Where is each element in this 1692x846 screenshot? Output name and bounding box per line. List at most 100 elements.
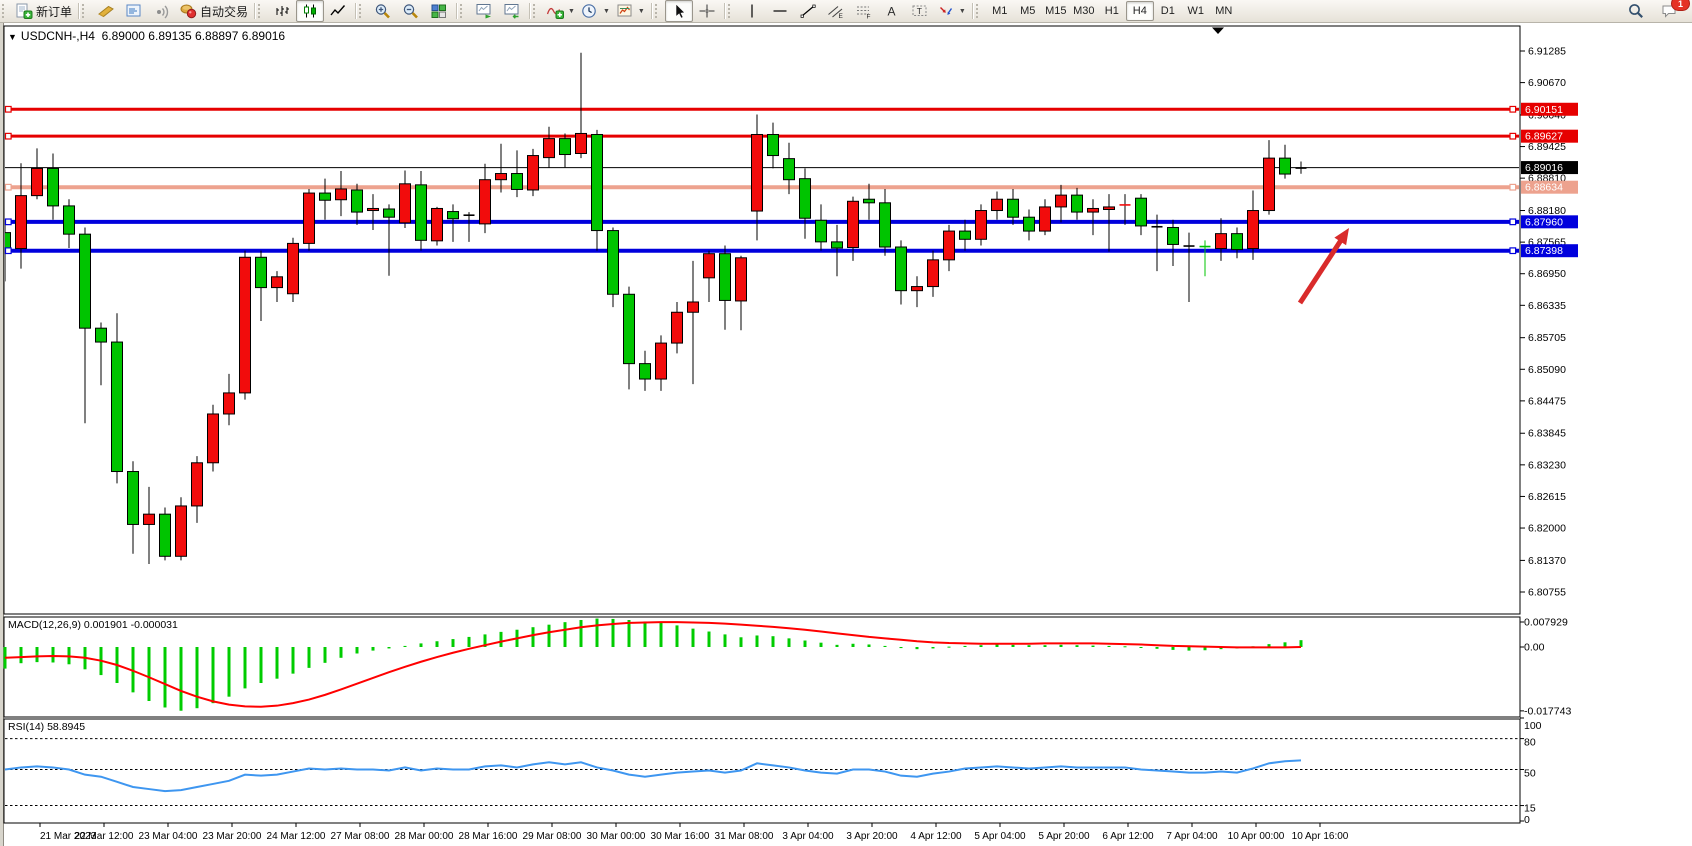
chevron-down-icon[interactable]: ▼	[637, 7, 645, 15]
timeframe-m30-button[interactable]: M30	[1073, 5, 1095, 17]
candle	[1199, 240, 1211, 277]
timeframe-h4-button[interactable]: H4	[1125, 1, 1154, 21]
periods-button[interactable]: ▼	[578, 0, 613, 22]
hline-handle[interactable]	[4, 183, 12, 191]
chart-shift-marker[interactable]	[1212, 27, 1224, 35]
zoom-out-button[interactable]	[397, 0, 425, 22]
timeframe-d1-button[interactable]: D1	[1160, 5, 1175, 17]
candle	[335, 170, 347, 217]
hline-handle[interactable]	[4, 132, 12, 140]
timeframe-h1-button[interactable]: H1	[1104, 5, 1119, 17]
macd-signal-line	[4, 621, 1302, 708]
market-depth-button[interactable]	[120, 0, 148, 22]
candle	[15, 163, 27, 269]
timeframe-mn-button[interactable]: MN	[1215, 5, 1233, 17]
notifications-button[interactable]: 1	[1656, 0, 1690, 22]
templates-button[interactable]: ▼	[613, 0, 648, 22]
hline-handle[interactable]	[1509, 218, 1517, 226]
macd-histogram-bar	[179, 647, 183, 711]
candle	[1151, 214, 1163, 272]
fibonacci-button[interactable]: F	[850, 0, 878, 22]
tile-windows-button[interactable]	[425, 0, 453, 22]
hline-handle[interactable]	[1509, 132, 1517, 140]
hline-handle[interactable]	[4, 105, 12, 113]
search-button[interactable]	[1622, 0, 1650, 22]
candle	[831, 224, 843, 277]
price-tick: 6.88180	[1528, 205, 1566, 217]
new-order-button[interactable]: 新订单	[12, 0, 75, 22]
toolbar-grip[interactable]	[975, 4, 982, 18]
hline-handle[interactable]	[1509, 183, 1517, 191]
candle	[847, 196, 859, 261]
styler-button[interactable]	[92, 0, 120, 22]
hline-handle[interactable]	[4, 247, 12, 255]
time-tick: 30 Mar 00:00	[587, 831, 646, 842]
candlestick-button[interactable]	[296, 0, 325, 22]
candle	[575, 52, 587, 159]
chart-header: ▼ USDCNH-,H4 6.89000 6.89135 6.88897 6.89…	[8, 29, 285, 43]
equidistant-channel-button[interactable]: E	[822, 0, 850, 22]
macd-histogram-bar	[419, 643, 423, 647]
toolbar-grip[interactable]	[460, 4, 466, 18]
chevron-down-icon[interactable]: ▼	[602, 7, 610, 15]
macd-histogram-bar	[371, 647, 375, 651]
candle	[879, 188, 891, 256]
timeframe-m1-button[interactable]: M1	[992, 5, 1008, 17]
price-tag	[1521, 180, 1578, 194]
macd-histogram-bar	[1107, 645, 1111, 647]
candle	[591, 129, 603, 251]
vertical-line-button[interactable]	[738, 0, 766, 22]
macd-histogram-bar	[611, 618, 615, 647]
trendline-button[interactable]	[794, 0, 822, 22]
macd-histogram-bar	[291, 647, 295, 674]
macd-histogram-bar	[675, 625, 679, 647]
text-button[interactable]: A	[878, 0, 906, 22]
arrows-button[interactable]: ▼	[934, 0, 969, 22]
macd-histogram-bar	[259, 647, 263, 683]
candle	[303, 188, 315, 251]
horizontal-line-button[interactable]	[766, 0, 794, 22]
crosshair-button[interactable]	[693, 0, 721, 22]
chart-shift-button[interactable]	[498, 0, 526, 22]
bar-chart-button[interactable]	[268, 0, 296, 22]
toolbar-grip[interactable]	[82, 4, 88, 18]
line-chart-button[interactable]	[324, 0, 352, 22]
indicators-button[interactable]: ▼	[543, 0, 578, 22]
macd-histogram-bar	[275, 647, 279, 679]
toolbar-separator	[971, 3, 973, 19]
tile-windows-icon	[430, 3, 448, 19]
macd-histogram-bar	[1219, 647, 1223, 650]
arrow-annotation[interactable]	[1297, 228, 1349, 305]
auto-scroll-button[interactable]	[470, 0, 498, 22]
candle	[703, 250, 715, 302]
macd-histogram-bar	[211, 647, 215, 704]
chevron-down-icon[interactable]: ▼	[568, 7, 575, 15]
toolbar-grip[interactable]	[654, 4, 661, 18]
text-label-button[interactable]: T	[906, 0, 934, 22]
macd-histogram-bar	[227, 647, 231, 697]
toolbar-grip[interactable]	[533, 4, 539, 18]
hline-handle[interactable]	[1509, 247, 1517, 255]
toolbar-grip[interactable]	[2, 4, 8, 18]
timeframe-m15-button[interactable]: M15	[1045, 5, 1067, 17]
signals-button[interactable]	[148, 0, 176, 22]
price-tick: 6.80755	[1528, 587, 1566, 599]
toolbar-grip[interactable]	[359, 4, 365, 18]
chevron-down-icon[interactable]: ▼	[8, 32, 17, 42]
timeframe-m5-button[interactable]: M5	[1020, 5, 1036, 17]
macd-histogram-bar	[243, 647, 247, 689]
text-icon: A	[883, 3, 901, 19]
hline-handle[interactable]	[4, 218, 12, 226]
toolbar-grip[interactable]	[727, 4, 734, 18]
zoom-in-button[interactable]	[369, 0, 397, 22]
cursor-button[interactable]	[664, 0, 693, 22]
toolbar-grip[interactable]	[258, 4, 264, 18]
crosshair-icon	[698, 3, 716, 19]
horizontal-line-icon	[771, 3, 789, 19]
hline-handle[interactable]	[1509, 105, 1517, 113]
chevron-down-icon[interactable]: ▼	[958, 7, 966, 15]
timeframe-w1-button[interactable]: W1	[1187, 5, 1205, 17]
autotrading-button[interactable]: 自动交易	[176, 0, 251, 22]
candle	[111, 313, 123, 484]
